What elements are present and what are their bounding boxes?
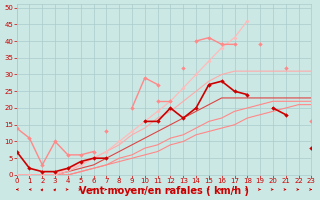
X-axis label: Vent moyen/en rafales ( km/h ): Vent moyen/en rafales ( km/h ): [79, 186, 249, 196]
